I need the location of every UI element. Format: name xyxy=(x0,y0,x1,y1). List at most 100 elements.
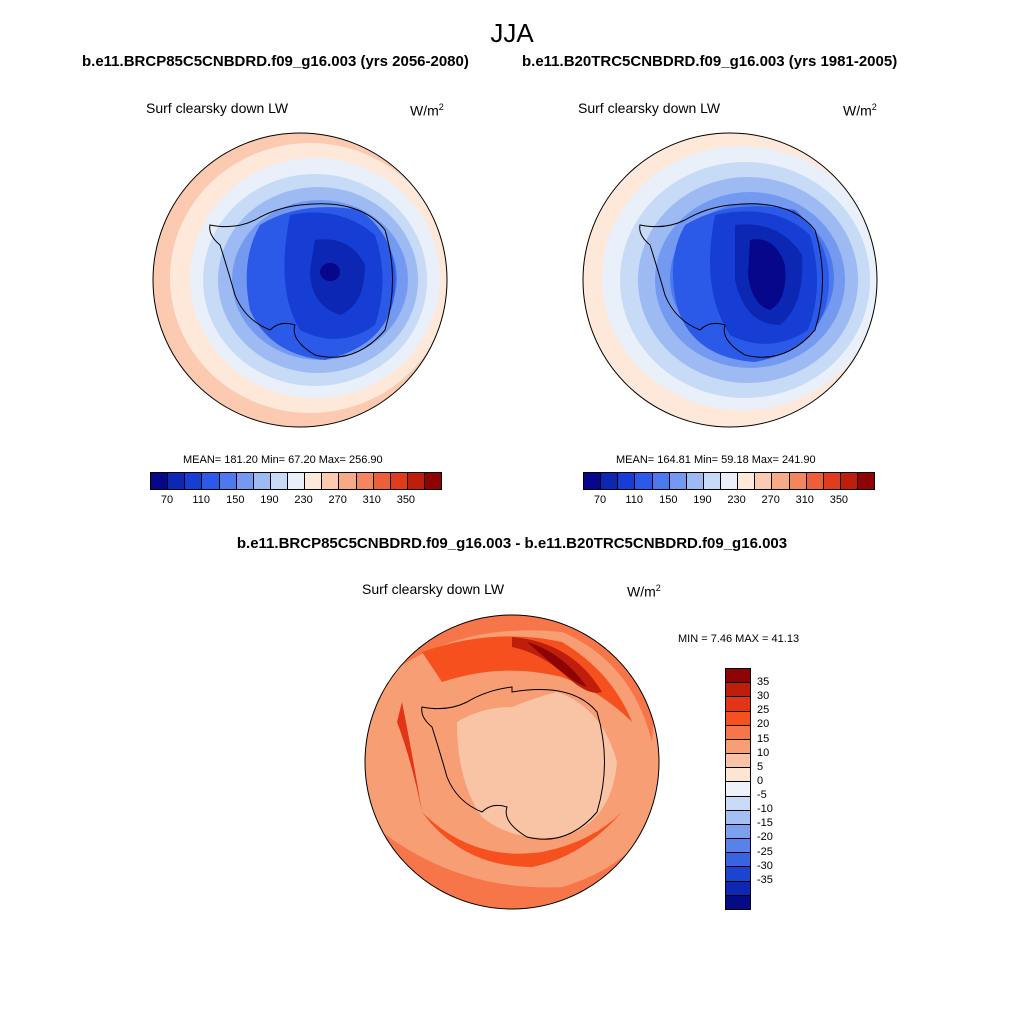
difference-polar-map xyxy=(364,614,660,910)
right-unit-label: W/m2 xyxy=(843,102,877,119)
left-run-title: b.e11.BRCP85C5CNBDRD.f09_g16.003 (yrs 20… xyxy=(82,53,469,70)
colorbar-swatch xyxy=(726,768,750,783)
difference-title: b.e11.BRCP85C5CNBDRD.f09_g16.003 - b.e11… xyxy=(236,535,788,552)
colorbar-swatch xyxy=(789,473,807,489)
right-polar-map xyxy=(582,132,878,428)
colorbar-tick-label: 20 xyxy=(757,718,770,731)
colorbar-swatch xyxy=(202,473,220,489)
colorbar-tick-label: -30 xyxy=(757,859,773,872)
colorbar-tick-label: 310 xyxy=(795,494,814,506)
colorbar-swatch xyxy=(185,473,203,489)
colorbar-swatch xyxy=(726,881,750,896)
colorbar-tick-label: 70 xyxy=(593,494,607,506)
colorbar-swatch xyxy=(168,473,186,489)
colorbar-swatch xyxy=(726,739,750,755)
colorbar-tick-label: 310 xyxy=(362,494,381,506)
colorbar-swatch xyxy=(721,473,739,489)
colorbar-swatch xyxy=(635,473,653,489)
diff-variable-label: Surf clearsky down LW xyxy=(362,581,505,597)
colorbar-swatch xyxy=(858,473,875,489)
colorbar-tick-label: 350 xyxy=(829,494,849,506)
colorbar-tick-label: -20 xyxy=(757,831,773,844)
colorbar-swatch xyxy=(726,810,750,825)
colorbar-tick-label: 270 xyxy=(761,494,780,506)
colorbar-tick-label: -5 xyxy=(757,789,767,802)
main-title: JJA xyxy=(490,18,534,48)
colorbar-swatch xyxy=(738,473,756,489)
colorbar-tick-label: 10 xyxy=(757,746,770,759)
colorbar-tick-label: 15 xyxy=(757,732,770,745)
colorbar-swatch xyxy=(236,473,254,489)
colorbar-swatch xyxy=(601,473,619,489)
colorbar-tick-label: 25 xyxy=(757,704,770,717)
colorbar-swatch xyxy=(726,725,750,740)
colorbar-tick-label: 110 xyxy=(625,494,643,506)
colorbar-tick-label: 230 xyxy=(727,494,746,506)
colorbar-swatch xyxy=(726,867,750,882)
colorbar-tick-label: 150 xyxy=(226,494,245,506)
colorbar-tick-label: 230 xyxy=(294,494,313,506)
colorbar-tick-label: 0 xyxy=(757,774,764,787)
colorbar-swatch xyxy=(305,473,323,489)
colorbar-swatch xyxy=(151,473,169,489)
colorbar-swatch xyxy=(219,473,237,489)
colorbar-tick-label: -25 xyxy=(757,845,773,858)
colorbar-swatch xyxy=(726,697,750,712)
colorbar-swatch xyxy=(686,473,704,489)
colorbar-tick-label: 110 xyxy=(192,494,210,506)
colorbar-tick-label: 35 xyxy=(757,676,770,689)
diff-stats: MIN = 7.46 MAX = 41.13 xyxy=(678,633,800,645)
colorbar-swatch xyxy=(270,473,288,489)
left-unit-label: W/m2 xyxy=(410,102,444,119)
colorbar-tick-label: 350 xyxy=(396,494,416,506)
diff-unit-label: W/m2 xyxy=(627,583,661,600)
colorbar-swatch xyxy=(726,711,750,726)
colorbar-swatch xyxy=(726,839,750,854)
colorbar-swatch xyxy=(840,473,858,489)
colorbar-swatch xyxy=(726,683,750,698)
colorbar-swatch xyxy=(618,473,636,489)
colorbar-swatch xyxy=(652,473,670,489)
colorbar-tick-label: 190 xyxy=(260,494,279,506)
colorbar-swatch xyxy=(407,473,425,489)
colorbar-tick-label: -10 xyxy=(757,803,773,816)
colorbar-swatch xyxy=(726,824,750,840)
right-stats: MEAN= 164.81 Min= 59.18 Max= 241.90 xyxy=(616,454,816,466)
right-variable-label: Surf clearsky down LW xyxy=(578,100,721,116)
colorbar-tick-label: 270 xyxy=(328,494,347,506)
colorbar-swatch xyxy=(726,669,750,684)
colorbar-swatch xyxy=(823,473,841,489)
colorbar-tick-label: 150 xyxy=(659,494,678,506)
colorbar-swatch xyxy=(390,473,408,489)
colorbar-swatch xyxy=(669,473,687,489)
colorbar-tick-label: 5 xyxy=(757,760,764,773)
colorbar-swatch xyxy=(425,473,442,489)
colorbar-tick-label: 190 xyxy=(693,494,712,506)
colorbar-tick-label: 30 xyxy=(757,690,770,703)
colorbar-swatch xyxy=(703,473,721,489)
colorbar-swatch xyxy=(755,473,773,489)
left-stats: MEAN= 181.20 Min= 67.20 Max= 256.90 xyxy=(183,454,383,466)
colorbar-swatch xyxy=(726,754,750,769)
colorbar-swatch xyxy=(356,473,374,489)
colorbar-swatch xyxy=(726,782,750,797)
left-polar-map xyxy=(152,132,448,428)
colorbar-swatch xyxy=(726,796,750,811)
colorbar-swatch xyxy=(584,473,602,489)
left-colorbar xyxy=(150,472,442,490)
colorbar-swatch xyxy=(339,473,357,489)
colorbar-swatch xyxy=(806,473,824,489)
colorbar-swatch xyxy=(726,853,750,868)
colorbar-swatch xyxy=(726,895,750,909)
colorbar-swatch xyxy=(288,473,306,489)
right-run-title: b.e11.B20TRC5CNBDRD.f09_g16.003 (yrs 198… xyxy=(522,53,898,70)
colorbar-swatch xyxy=(373,473,391,489)
colorbar-tick-label: 70 xyxy=(160,494,174,506)
colorbar-swatch xyxy=(322,473,340,489)
colorbar-swatch xyxy=(772,473,790,489)
left-variable-label: Surf clearsky down LW xyxy=(146,100,289,116)
colorbar-swatch xyxy=(253,473,271,489)
colorbar-tick-label: -35 xyxy=(757,873,773,886)
colorbar-tick-label: -15 xyxy=(757,817,773,830)
right-colorbar xyxy=(583,472,875,490)
